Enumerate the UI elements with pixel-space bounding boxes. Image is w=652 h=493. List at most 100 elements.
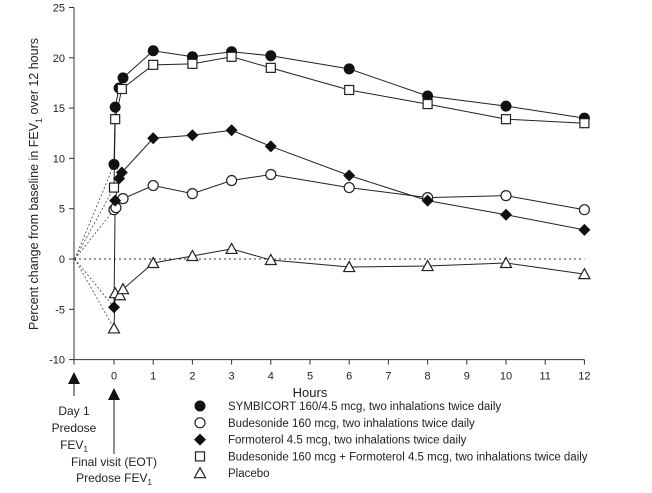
x-tick-label: 12 (578, 371, 590, 383)
x-axis-label: Hours (293, 385, 328, 400)
data-point-series-2 (343, 181, 355, 194)
day1-annotation: Day 1 Predose FEV1 (52, 372, 97, 454)
legend-marker-open-square-icon (194, 451, 206, 462)
legend-label: Placebo (228, 468, 270, 480)
x-tick-label: 11 (539, 371, 550, 383)
data-point-series-2 (500, 190, 512, 202)
predose-dashed-line (74, 164, 115, 260)
y-tick-label: 0 (59, 254, 65, 266)
data-point-series-2 (578, 204, 591, 216)
x-tick-label: 3 (229, 371, 235, 383)
y-tick-label: 10 (53, 153, 65, 165)
data-point-series-1 (147, 45, 159, 57)
data-point-series-1 (108, 158, 120, 170)
y-tick-label: 25 (53, 3, 65, 15)
x-tick-label: 8 (425, 371, 431, 383)
x-tick-label: 5 (307, 371, 313, 383)
data-point-series-1 (500, 100, 512, 112)
data-point-series-3 (264, 140, 277, 153)
data-point-series-3 (343, 169, 356, 182)
data-point-series-1 (117, 72, 129, 84)
y-tick-label: -5 (55, 304, 65, 316)
legend-label: Formoterol 4.5 mcg, two inhalations twic… (228, 435, 467, 447)
data-point-series-4 (422, 98, 433, 110)
series-line-3 (113, 129, 585, 308)
data-point-series-5 (264, 253, 278, 266)
svg-text:FEV1: FEV1 (60, 438, 88, 454)
data-point-series-3 (421, 194, 434, 207)
data-point-series-1 (343, 63, 355, 75)
legend-label: SYMBICORT 160/4.5 mcg, two inhalations t… (228, 401, 501, 413)
y-tick-label: 5 (59, 204, 65, 216)
data-point-series-2 (147, 179, 159, 192)
legend-marker-filled-circle-icon (194, 400, 206, 412)
x-tick-label: 9 (464, 371, 470, 383)
predose-dashed-line (74, 187, 115, 260)
data-point-series-4 (500, 114, 512, 125)
data-point-series-2 (186, 188, 198, 200)
data-point-series-3 (578, 223, 591, 236)
svg-text:Predose: Predose (52, 421, 97, 435)
x-tick-label: 2 (189, 371, 195, 383)
data-point-series-3 (115, 166, 128, 179)
svg-text:Final visit (EOT): Final visit (EOT) (71, 455, 157, 469)
data-point-series-5 (225, 242, 239, 255)
predose-dashed-line (74, 209, 115, 260)
data-point-series-5 (577, 267, 591, 280)
data-point-series-4 (265, 62, 276, 73)
data-point-series-5 (107, 321, 121, 334)
data-point-series-1 (109, 101, 121, 113)
x-tick-label: 10 (500, 371, 512, 383)
data-point-series-3 (108, 301, 120, 314)
data-point-series-5 (421, 259, 435, 272)
data-point-series-3 (186, 129, 199, 142)
x-tick-label: 4 (268, 371, 274, 383)
data-point-series-3 (109, 194, 122, 207)
y-axis-label: Percent change from baseline in FEV1 ove… (27, 38, 44, 330)
data-point-series-4 (344, 84, 355, 96)
x-tick-label: 0 (111, 371, 117, 383)
data-point-series-2 (265, 168, 277, 181)
legend-label: Budesonide 160 mcg, two inhalations twic… (228, 418, 475, 430)
day1-arrow-icon (68, 372, 80, 384)
x-tick-label: 1 (150, 371, 156, 383)
data-point-series-5 (146, 256, 160, 269)
data-point-series-5 (342, 260, 356, 273)
data-point-series-4 (579, 118, 590, 129)
data-point-series-1 (265, 50, 277, 62)
data-point-series-2 (226, 174, 238, 187)
series-markers (107, 45, 591, 334)
legend-label: Budesonide 160 mcg + Formoterol 4.5 mcg,… (228, 451, 588, 463)
x-tick-label: 6 (346, 371, 352, 383)
data-point-series-3 (500, 208, 512, 221)
data-point-series-5 (116, 282, 130, 295)
legend-marker-open-triangle-icon (193, 466, 207, 479)
data-point-series-4 (108, 182, 120, 193)
legend-marker-filled-diamond-icon (194, 433, 206, 446)
data-point-series-4 (187, 58, 198, 69)
svg-text:Day 1: Day 1 (58, 404, 90, 418)
data-point-series-3 (147, 132, 160, 145)
eot-annotation: Final visit (EOT) Predose FEV1 (71, 388, 157, 487)
y-tick-label: 15 (53, 103, 65, 115)
data-point-series-5 (185, 249, 199, 262)
predose-dashed-line (74, 258, 115, 308)
data-point-series-4 (116, 83, 127, 95)
data-point-series-4 (226, 51, 237, 62)
series-line-4 (113, 56, 585, 188)
data-point-series-5 (499, 256, 513, 269)
y-tick-label: 20 (53, 53, 65, 65)
eot-arrow-icon (108, 388, 120, 400)
predose-dashed-line (74, 258, 115, 329)
legend-marker-open-circle-icon (194, 417, 206, 429)
data-point-series-4 (110, 114, 121, 125)
y-tick-label: -10 (49, 355, 65, 367)
data-point-series-5 (113, 288, 127, 301)
data-point-series-4 (148, 59, 159, 70)
data-point-series-3 (225, 124, 238, 137)
svg-text:Predose FEV1: Predose FEV1 (76, 471, 152, 487)
x-tick-label: 7 (385, 371, 391, 383)
legend: SYMBICORT 160/4.5 mcg, two inhalations t… (193, 400, 588, 480)
